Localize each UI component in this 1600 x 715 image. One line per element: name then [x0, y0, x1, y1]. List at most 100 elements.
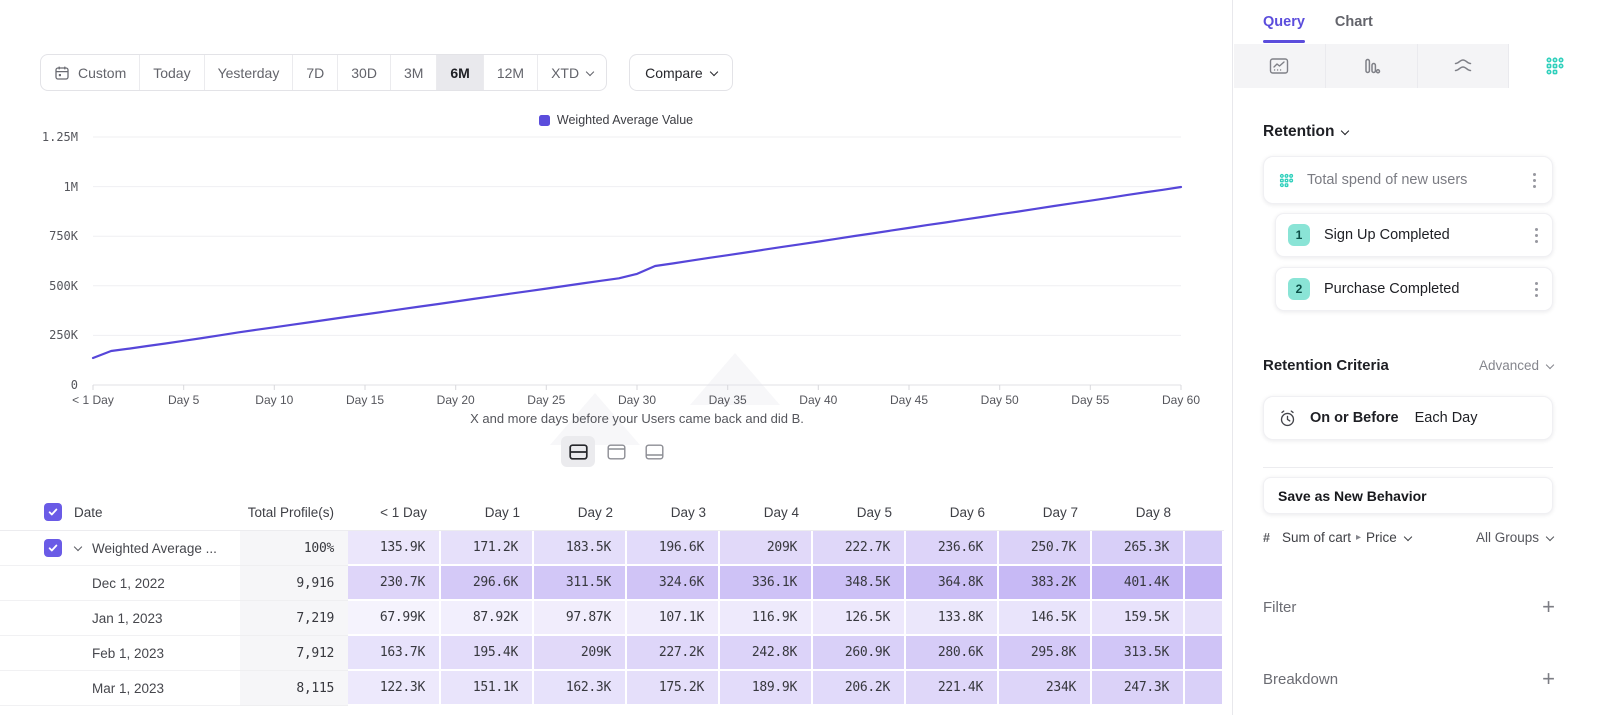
groups-dropdown[interactable]: All Groups — [1475, 530, 1555, 545]
retention-criteria-title: Retention Criteria — [1263, 357, 1389, 374]
step-number-badge: 1 — [1288, 224, 1310, 246]
column-header: Day 5 — [813, 494, 906, 531]
more-options-icon[interactable] — [1531, 224, 1542, 247]
arrow-right-icon: ▸ — [1355, 532, 1362, 543]
retention-icon — [1546, 57, 1564, 75]
x-tick-label: Day 15 — [345, 393, 385, 407]
range-option-xtd[interactable]: XTD — [537, 55, 606, 90]
range-option-12m[interactable]: 12M — [482, 55, 537, 90]
tab-insights[interactable] — [1234, 44, 1326, 88]
check-icon — [48, 544, 58, 552]
more-options-icon[interactable] — [1531, 278, 1542, 301]
retention-value-cell: 247.3K — [1092, 671, 1185, 706]
range-option-30d[interactable]: 30D — [337, 55, 390, 90]
add-filter-icon[interactable]: + — [1542, 594, 1555, 619]
retention-value-cell-partial — [1185, 531, 1224, 566]
chevron-down-icon — [1545, 360, 1555, 369]
retention-value-cell: 116.9K — [720, 601, 813, 636]
range-option-7d[interactable]: 7D — [292, 55, 337, 90]
step-event-label: Sign Up Completed — [1324, 227, 1450, 243]
column-header: Day 4 — [720, 494, 813, 531]
row-label-cell: Feb 1, 2023 — [0, 636, 240, 671]
retention-table: Date Total Profile(s) < 1 Day Day 1 Day 2 Day… — [0, 494, 1232, 706]
x-axis-caption: X and more days before your Users came b… — [470, 411, 804, 426]
tab-funnels[interactable] — [1325, 44, 1418, 88]
compare-button[interactable]: Compare — [629, 54, 733, 91]
column-header: Day 2 — [534, 494, 627, 531]
range-option-3m[interactable]: 3M — [389, 55, 436, 90]
range-option-yesterday[interactable]: Yesterday — [203, 55, 293, 90]
range-option-label: 30D — [351, 64, 377, 81]
range-option-custom[interactable]: Custom — [41, 55, 139, 90]
layout-toggle-group — [0, 436, 1232, 467]
row-checkbox[interactable] — [44, 539, 62, 557]
add-breakdown-icon[interactable]: + — [1542, 666, 1555, 691]
numeric-property-icon: # — [1263, 530, 1270, 545]
chart-legend[interactable]: Weighted Average Value — [0, 113, 1232, 127]
range-option-label: Today — [153, 64, 191, 81]
row-total-cell: 7,912 — [240, 636, 348, 671]
save-as-new-behavior-button[interactable]: Save as New Behavior — [1263, 477, 1553, 514]
legend-swatch — [538, 114, 550, 126]
chevron-down-icon — [1403, 532, 1413, 541]
retention-value-cell: 280.6K — [906, 636, 999, 671]
x-tick-label: Day 30 — [617, 393, 657, 407]
tab-query[interactable]: Query — [1263, 14, 1305, 43]
panel-bottom-view-toggle[interactable] — [637, 436, 671, 467]
alarm-clock-icon — [1280, 409, 1295, 426]
behavior-card[interactable]: Total spend of new users — [1263, 156, 1553, 204]
chevron-down-icon — [709, 67, 718, 76]
range-option-today[interactable]: Today — [139, 55, 203, 90]
retention-value-cell: 135.9K — [348, 531, 441, 566]
insights-icon — [1270, 58, 1289, 74]
retention-value-cell: 175.2K — [627, 671, 720, 706]
row-label-date: Dec 1, 2022 — [92, 575, 165, 591]
retention-value-cell: 313.5K — [1092, 636, 1185, 671]
chevron-down-icon[interactable] — [73, 542, 83, 551]
retention-criteria-card[interactable]: On or Before Each Day — [1263, 396, 1553, 440]
more-options-icon[interactable] — [1529, 169, 1540, 192]
groups-label: All Groups — [1475, 530, 1539, 545]
flows-icon — [1454, 59, 1472, 72]
x-tick-label: Day 5 — [168, 393, 200, 407]
measurement-dropdown[interactable]: Sum of cart ▸ Price — [1282, 530, 1413, 545]
column-header: < 1 Day — [348, 494, 441, 531]
query-sidebar: Query Chart Retention Total spend of new… — [1232, 0, 1600, 715]
behavior-step-2[interactable]: 2 Purchase Completed — [1275, 267, 1553, 311]
y-tick-label: 500K — [49, 278, 78, 293]
tab-chart[interactable]: Chart — [1334, 14, 1373, 30]
sidebar-divider — [1263, 467, 1553, 468]
y-tick-label: 1M — [63, 179, 78, 194]
retention-value-cell: 348.5K — [813, 566, 906, 601]
y-tick-label: 750K — [49, 229, 78, 244]
tab-flows[interactable] — [1417, 44, 1510, 88]
chevron-down-icon — [1545, 532, 1555, 541]
split-view-toggle[interactable] — [561, 436, 595, 467]
retention-value-cell: 183.5K — [534, 531, 627, 566]
retention-value-cell: 163.7K — [348, 636, 441, 671]
panel-bottom-view-icon — [645, 444, 664, 460]
retention-value-cell: 324.6K — [627, 566, 720, 601]
panel-top-view-toggle[interactable] — [599, 436, 633, 467]
column-header: Day 6 — [906, 494, 999, 531]
range-option-6m[interactable]: 6M — [436, 55, 483, 90]
row-label-cell: Mar 1, 2023 — [0, 671, 240, 706]
row-total-cell: 9,916 — [240, 566, 348, 601]
retention-value-cell: 383.2K — [999, 566, 1092, 601]
retention-value-cell: 401.4K — [1092, 566, 1185, 601]
save-as-new-behavior-label: Save as New Behavior — [1278, 487, 1427, 504]
criteria-mode-dropdown[interactable]: Advanced — [1479, 358, 1555, 373]
column-header: Day 1 — [441, 494, 534, 531]
report-section-dropdown[interactable]: Retention — [1263, 123, 1350, 141]
select-all-checkbox[interactable] — [44, 503, 62, 521]
line-chart-plot[interactable] — [0, 105, 1232, 425]
criteria-window: Each Day — [1414, 410, 1478, 426]
retention-curve-line[interactable] — [91, 185, 1183, 360]
retention-value-cell-partial — [1185, 601, 1224, 636]
watermark-triangle — [690, 353, 780, 405]
retention-value-cell: 209K — [534, 636, 627, 671]
tab-retention[interactable] — [1509, 44, 1600, 88]
retention-value-cell: 87.92K — [441, 601, 534, 636]
behavior-step-1[interactable]: 1 Sign Up Completed — [1275, 213, 1553, 257]
retention-value-cell: 206.2K — [813, 671, 906, 706]
